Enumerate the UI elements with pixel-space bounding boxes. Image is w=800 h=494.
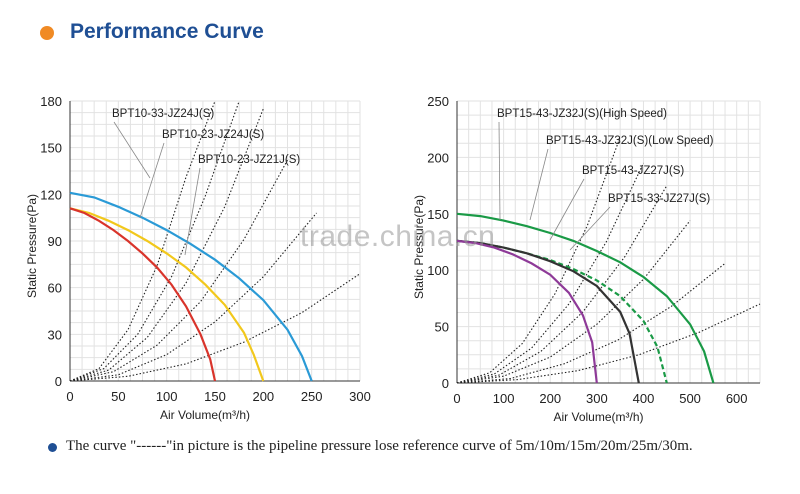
series-label: BPT10-23-JZ24J(S) bbox=[162, 129, 264, 141]
series-label: BPT15-43-JZ27J(S) bbox=[582, 165, 684, 177]
x-tick-label: 500 bbox=[679, 391, 701, 406]
series-leader-line bbox=[113, 121, 151, 179]
y-tick-label: 150 bbox=[40, 141, 62, 156]
performance-curve bbox=[456, 239, 668, 384]
pipeline-loss-curve bbox=[456, 262, 726, 384]
footnote: The curve "------"in picture is the pipe… bbox=[66, 438, 693, 454]
series-label: BPT15-33-JZ27J(S) bbox=[608, 193, 710, 205]
series-label: BPT15-43-JZ32J(S)(High Speed) bbox=[497, 108, 667, 120]
x-tick-label: 300 bbox=[586, 391, 608, 406]
series-label: BPT15-43-JZ32J(S)(Low Speed) bbox=[546, 135, 714, 147]
x-tick-label: 100 bbox=[493, 391, 515, 406]
series-leader-line bbox=[569, 206, 611, 251]
performance-curve bbox=[69, 191, 313, 382]
x-tick-label: 300 bbox=[349, 389, 371, 404]
x-tick-label: 100 bbox=[156, 389, 178, 404]
x-tick-label: 250 bbox=[301, 389, 323, 404]
performance-curve bbox=[69, 207, 217, 382]
x-axis-label: Air Volume(m³/h) bbox=[160, 408, 250, 422]
pipeline-loss-curve bbox=[456, 220, 691, 384]
y-tick-label: 50 bbox=[435, 320, 449, 335]
series-label: BPT10-23-JZ21J(S) bbox=[198, 154, 300, 166]
pipeline-loss-curve bbox=[69, 273, 361, 382]
y-tick-label: 120 bbox=[40, 187, 62, 202]
x-tick-label: 0 bbox=[66, 389, 73, 404]
x-axis-label: Air Volume(m³/h) bbox=[553, 410, 643, 424]
pipeline-loss-curve bbox=[456, 303, 761, 384]
y-tick-label: 200 bbox=[427, 150, 449, 165]
pipeline-loss-curve bbox=[456, 185, 668, 384]
footnote-bullet-icon bbox=[48, 443, 57, 452]
y-tick-label: 90 bbox=[48, 234, 62, 249]
y-tick-label: 30 bbox=[48, 327, 62, 342]
series-leader-line bbox=[549, 178, 585, 241]
performance-curve bbox=[69, 207, 265, 382]
y-axis-label: Static Pressure(Pa) bbox=[25, 194, 39, 298]
y-tick-label: 0 bbox=[442, 376, 449, 391]
performance-curve bbox=[456, 212, 715, 384]
page-title: Performance Curve bbox=[70, 20, 264, 43]
title-bullet-icon bbox=[40, 26, 54, 40]
y-tick-label: 250 bbox=[427, 94, 449, 109]
x-tick-label: 0 bbox=[453, 391, 460, 406]
series-label: BPT10-33-JZ24J(S) bbox=[112, 108, 214, 120]
series-leader-line bbox=[184, 167, 201, 256]
x-tick-label: 200 bbox=[252, 389, 274, 404]
series-leader-line bbox=[529, 148, 549, 221]
pipeline-loss-curve bbox=[456, 162, 644, 384]
x-tick-label: 400 bbox=[633, 391, 655, 406]
y-tick-label: 60 bbox=[48, 281, 62, 296]
y-tick-label: 100 bbox=[427, 263, 449, 278]
x-tick-label: 200 bbox=[539, 391, 561, 406]
performance-curve bbox=[456, 239, 598, 384]
watermark: trade.china.cn bbox=[300, 220, 496, 253]
x-tick-label: 150 bbox=[204, 389, 226, 404]
x-tick-label: 600 bbox=[726, 391, 748, 406]
pipeline-loss-curve bbox=[69, 159, 288, 382]
series-leader-line bbox=[498, 121, 501, 221]
x-tick-label: 50 bbox=[111, 389, 125, 404]
series-leader-line bbox=[139, 142, 165, 219]
y-tick-label: 0 bbox=[55, 374, 62, 389]
y-tick-label: 180 bbox=[40, 94, 62, 109]
y-axis-label: Static Pressure(Pa) bbox=[412, 195, 426, 299]
y-tick-label: 150 bbox=[427, 207, 449, 222]
pipeline-loss-curve bbox=[69, 212, 317, 382]
pipeline-loss-curve bbox=[456, 136, 621, 384]
performance-curve bbox=[456, 239, 640, 384]
